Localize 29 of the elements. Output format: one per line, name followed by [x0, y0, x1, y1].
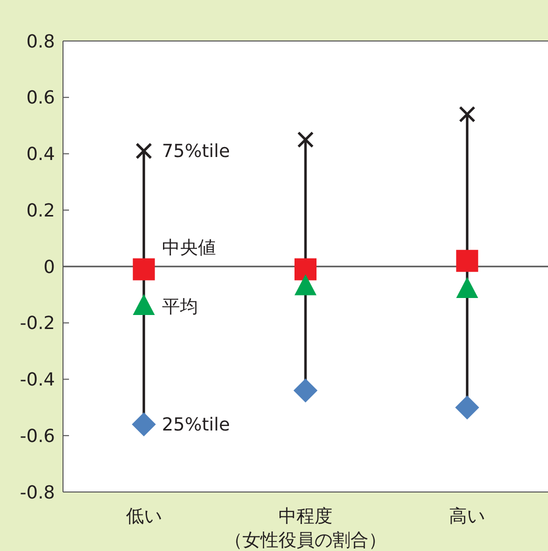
point: [458, 106, 476, 123]
point: [455, 395, 480, 420]
point: [456, 250, 478, 272]
x-tick-label: 低い: [126, 506, 162, 527]
y-tick-label: -0.8: [20, 482, 55, 504]
y-tick-label: 0.2: [26, 200, 55, 222]
point: [132, 258, 155, 280]
y-tick-label: -0.6: [20, 426, 55, 447]
point: [297, 131, 314, 148]
series-label: 中央値: [162, 238, 216, 259]
y-tick-label: 0: [44, 256, 55, 278]
y-tick-label: 0.8: [26, 31, 55, 52]
series-label: 平均: [162, 296, 198, 318]
y-tick-label: -0.2: [20, 313, 55, 334]
y-tick-label: 0.4: [26, 144, 55, 166]
point: [294, 378, 318, 403]
x-axis-title: （女性役員の割合）: [224, 530, 386, 551]
point: [132, 412, 156, 436]
y-tick-label: -0.4: [20, 370, 55, 391]
series-label: 25%tile: [162, 414, 230, 436]
x-tick-label: 高い: [449, 506, 486, 527]
point: [294, 258, 316, 280]
series-label: 75%tile: [162, 141, 230, 162]
point: [294, 274, 316, 296]
point: [136, 142, 152, 160]
y-tick-label: 0.6: [26, 88, 55, 109]
point: [456, 277, 478, 298]
x-tick-label: 中程度: [278, 506, 332, 527]
point: [132, 294, 155, 315]
